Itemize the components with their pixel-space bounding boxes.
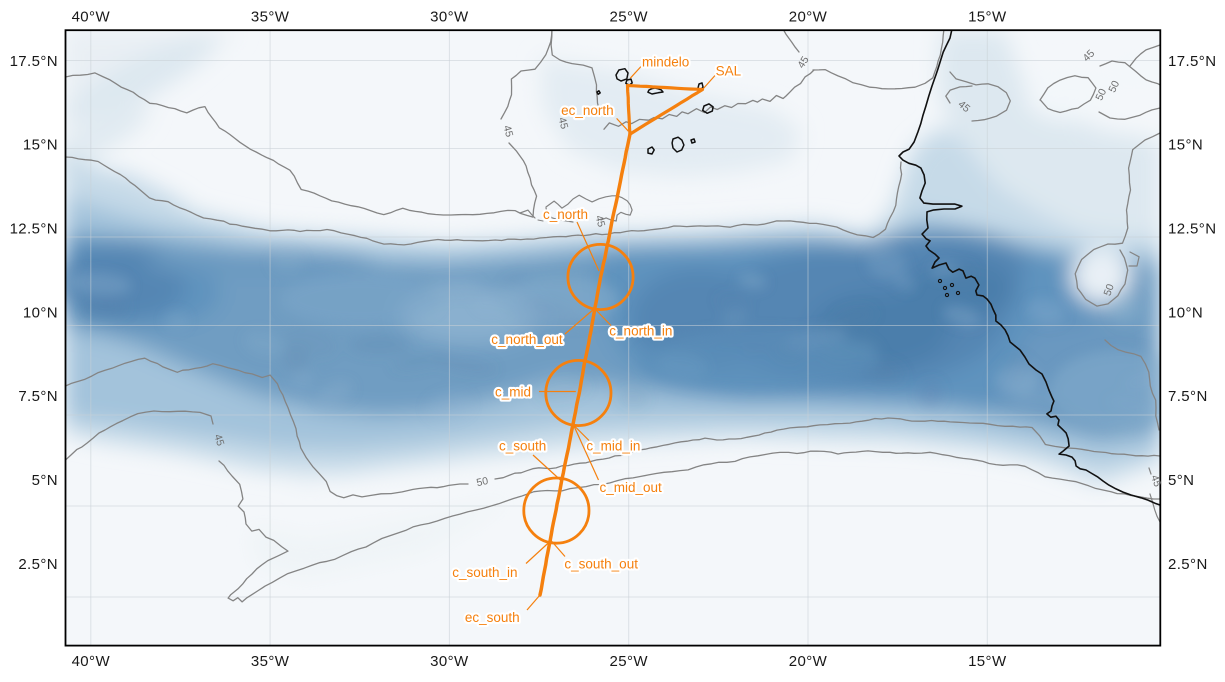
- svg-text:40°W: 40°W: [72, 9, 111, 26]
- svg-text:mindelo: mindelo: [642, 55, 689, 70]
- svg-text:50: 50: [1093, 87, 1109, 103]
- svg-text:c_south: c_south: [499, 439, 546, 454]
- svg-text:c_north: c_north: [543, 207, 588, 222]
- svg-text:45: 45: [593, 214, 608, 229]
- svg-text:5°N: 5°N: [1168, 472, 1194, 489]
- svg-text:c_mid: c_mid: [495, 385, 531, 400]
- svg-text:50: 50: [1106, 79, 1122, 95]
- svg-text:c_south_in: c_south_in: [452, 565, 517, 580]
- svg-text:25°W: 25°W: [609, 9, 648, 26]
- svg-text:2.5°N: 2.5°N: [18, 556, 58, 573]
- svg-text:17.5°N: 17.5°N: [10, 53, 58, 70]
- svg-text:45: 45: [556, 116, 571, 131]
- svg-text:7.5°N: 7.5°N: [1168, 388, 1208, 405]
- svg-text:45: 45: [1148, 473, 1163, 488]
- svg-text:17.5°N: 17.5°N: [1168, 53, 1216, 70]
- svg-text:15°N: 15°N: [1168, 137, 1203, 154]
- svg-text:45: 45: [795, 54, 811, 70]
- svg-text:c_north_out: c_north_out: [491, 332, 563, 347]
- svg-text:c_north_in: c_north_in: [609, 323, 672, 338]
- svg-text:c_mid_in: c_mid_in: [586, 439, 640, 454]
- svg-text:15°W: 15°W: [968, 653, 1007, 670]
- svg-text:45: 45: [501, 124, 516, 139]
- svg-text:c_south_out: c_south_out: [564, 556, 638, 571]
- svg-text:30°W: 30°W: [430, 9, 469, 26]
- svg-text:ec_south: ec_south: [465, 610, 520, 625]
- svg-text:15°N: 15°N: [23, 137, 58, 154]
- svg-text:10°N: 10°N: [23, 305, 58, 322]
- svg-text:10°N: 10°N: [1168, 305, 1203, 322]
- svg-text:2.5°N: 2.5°N: [1168, 556, 1208, 573]
- svg-text:20°W: 20°W: [789, 653, 828, 670]
- svg-text:c_mid_out: c_mid_out: [600, 480, 663, 495]
- svg-text:5°N: 5°N: [32, 472, 58, 489]
- svg-text:45: 45: [211, 433, 226, 448]
- svg-text:SAL: SAL: [716, 63, 742, 78]
- svg-text:50: 50: [1102, 282, 1117, 297]
- svg-text:30°W: 30°W: [430, 653, 469, 670]
- svg-text:40°W: 40°W: [72, 653, 111, 670]
- svg-text:7.5°N: 7.5°N: [18, 388, 58, 405]
- svg-text:20°W: 20°W: [789, 9, 828, 26]
- svg-text:50: 50: [475, 475, 489, 489]
- svg-text:ec_north: ec_north: [561, 103, 614, 118]
- svg-text:35°W: 35°W: [251, 653, 290, 670]
- svg-text:12.5°N: 12.5°N: [10, 221, 58, 238]
- svg-text:15°W: 15°W: [968, 9, 1007, 26]
- svg-text:35°W: 35°W: [251, 9, 290, 26]
- svg-text:25°W: 25°W: [609, 653, 648, 670]
- svg-text:12.5°N: 12.5°N: [1168, 221, 1216, 238]
